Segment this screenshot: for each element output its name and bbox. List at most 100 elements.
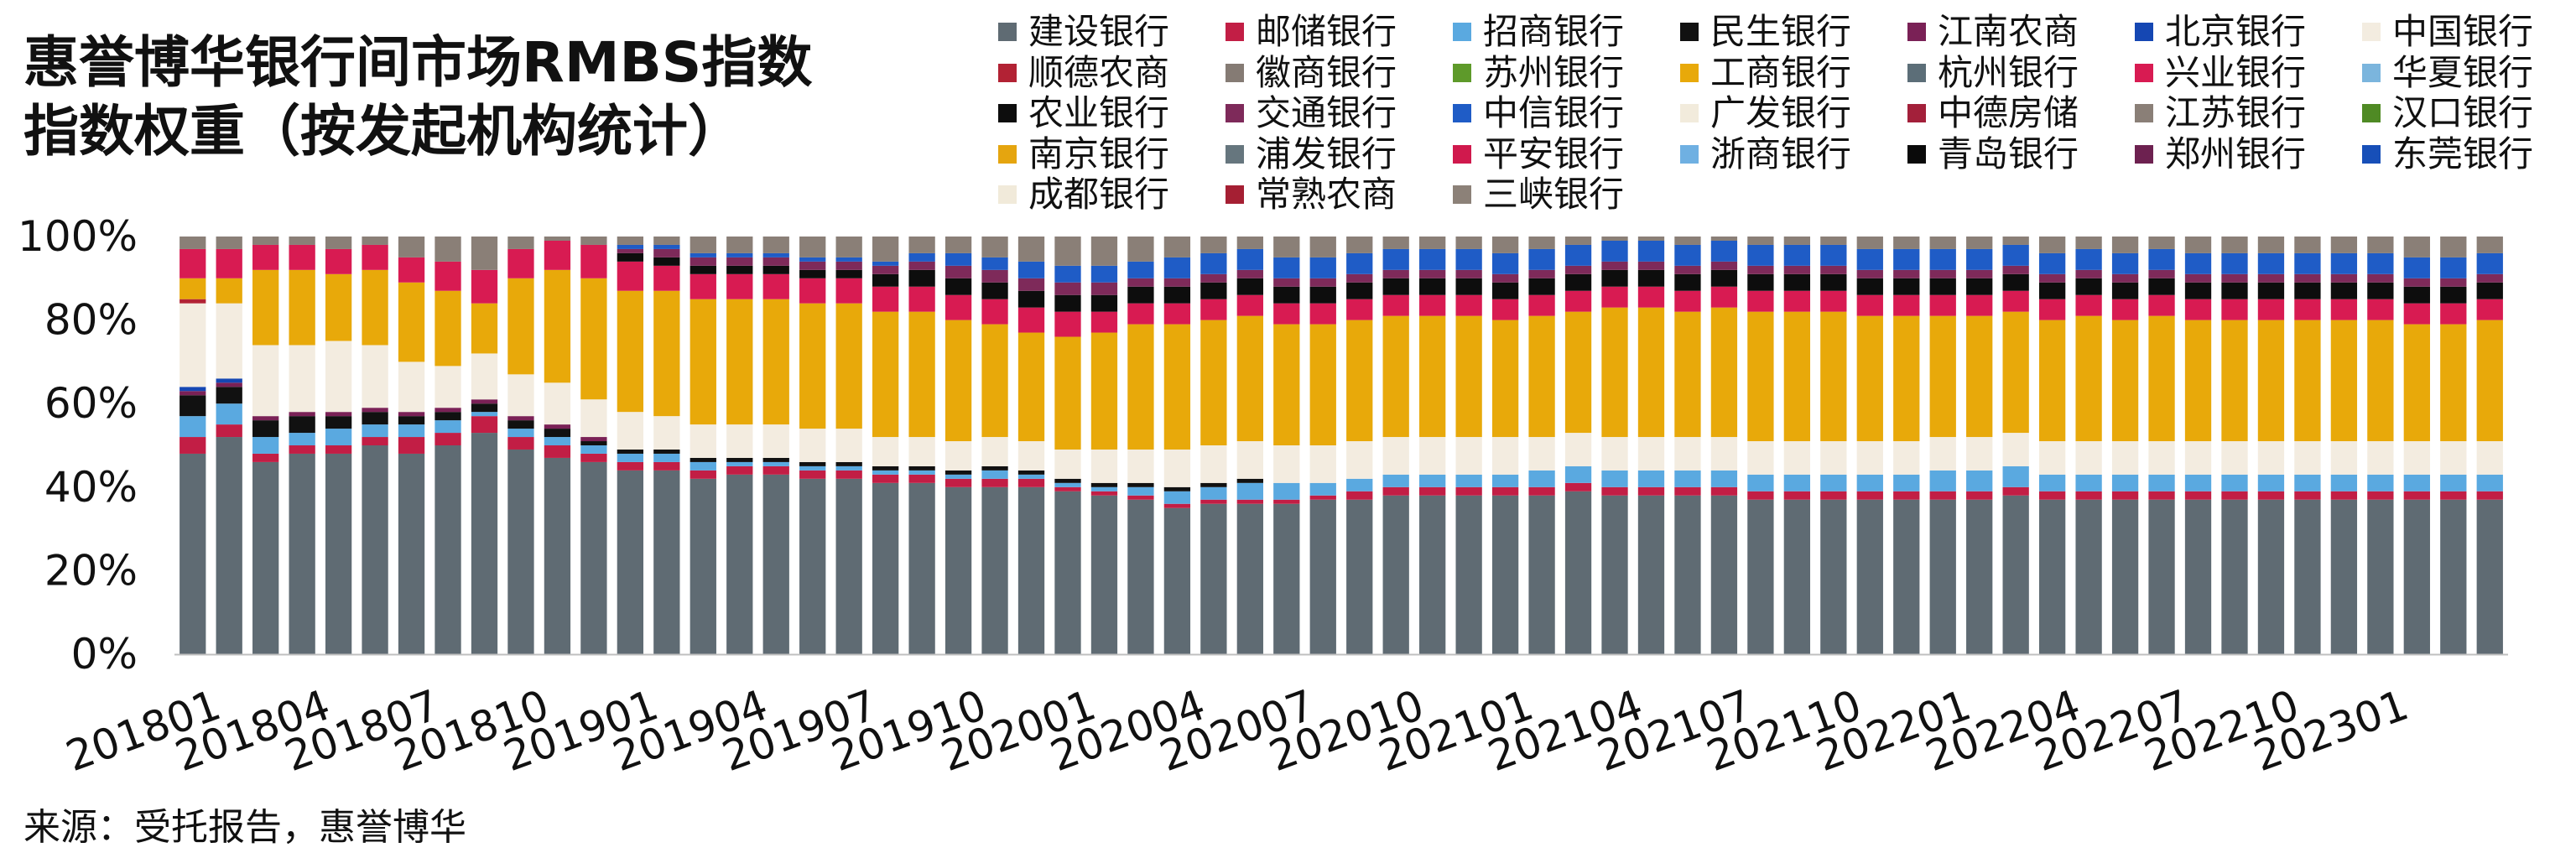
bar-segment — [1491, 495, 1519, 654]
legend-item: 江苏银行 — [2135, 93, 2306, 133]
bar-segment — [1346, 299, 1373, 320]
bar-segment — [981, 486, 1008, 654]
bar-segment — [1710, 286, 1738, 308]
bar-segment — [1783, 265, 1811, 274]
legend-item: 邮储银行 — [1226, 12, 1397, 52]
bar-segment — [1966, 470, 1993, 491]
bar-segment — [2257, 474, 2285, 491]
bar-segment-remainder — [1674, 237, 1701, 245]
bar-segment — [1054, 311, 1081, 337]
bar-segment — [1163, 449, 1191, 487]
bar-segment — [1127, 303, 1154, 325]
bar-segment — [1200, 252, 1227, 274]
bar-segment — [653, 416, 680, 450]
bar-segment — [1273, 499, 1300, 504]
bar-segment — [981, 478, 1008, 487]
bar-segment — [872, 273, 899, 287]
bar-segment — [1273, 257, 1300, 278]
bar-segment — [1929, 315, 1956, 438]
bar-segment — [180, 416, 206, 438]
bar-segment — [872, 465, 899, 471]
bar-segment — [2403, 491, 2430, 500]
legend-item: 兴业银行 — [2135, 51, 2307, 93]
bar-segment — [507, 374, 534, 417]
bar-segment — [325, 412, 352, 417]
bar-segment — [2330, 491, 2358, 500]
bar-segment — [1783, 244, 1811, 266]
bar-segment — [726, 461, 753, 466]
legend-swatch — [1226, 23, 1244, 41]
bar-segment — [617, 248, 644, 253]
bar-segment — [216, 248, 242, 278]
bar-segment — [2075, 269, 2102, 278]
bar-segment — [799, 478, 826, 654]
bar-segment — [2403, 286, 2430, 304]
bar-segment — [2257, 273, 2285, 283]
bar-segment — [435, 420, 461, 434]
bar-segment — [690, 461, 716, 471]
bar-segment — [1382, 248, 1409, 270]
bar-segment — [835, 269, 862, 278]
bar-segment — [2148, 491, 2175, 500]
bar-segment — [981, 465, 1008, 471]
bar-segment — [1491, 320, 1519, 438]
bar-segment — [1893, 269, 1920, 278]
bar-segment — [1637, 486, 1665, 496]
bar-segment — [2111, 320, 2139, 442]
bar-segment — [1419, 437, 1446, 475]
bar-segment — [1200, 499, 1227, 504]
bar-segment — [1127, 449, 1154, 483]
bar-segment — [580, 244, 607, 278]
bar-segment — [1163, 257, 1191, 278]
bar-segment — [1674, 265, 1701, 274]
bar-segment — [835, 470, 862, 479]
bar-segment — [544, 424, 571, 429]
bar-segment — [1127, 495, 1154, 500]
bar-segment-remainder — [1929, 237, 1956, 249]
bar-segment — [690, 273, 716, 299]
bar-segment-remainder — [1893, 237, 1920, 249]
bar-segment — [1419, 269, 1446, 278]
legend-item: 招商银行 — [1453, 12, 1624, 52]
bar-segment-remainder — [1637, 237, 1665, 241]
bar-segment — [1017, 474, 1045, 479]
bar-segment — [1637, 495, 1665, 654]
bar-segment — [653, 248, 680, 257]
bar-segment — [690, 257, 716, 266]
bar-segment — [471, 412, 498, 417]
bar-segment — [1601, 486, 1628, 496]
bar-segment — [2184, 282, 2212, 299]
bar-segment — [1236, 294, 1263, 316]
bar-segment — [2221, 273, 2248, 283]
bar-segment — [2476, 282, 2503, 299]
legend-label: 汉口银行 — [2392, 92, 2534, 133]
bar-segment — [1455, 437, 1482, 475]
bar-segment — [2330, 252, 2358, 274]
bar-segment — [1419, 248, 1446, 270]
bar-segment — [762, 299, 789, 425]
bar-segment — [1419, 495, 1446, 654]
bar-segment-remainder — [1747, 237, 1774, 245]
bar-segment — [2148, 278, 2175, 295]
bar-segment — [799, 269, 826, 278]
bar-segment-remainder — [2221, 237, 2248, 253]
bar-segment — [1273, 324, 1300, 445]
bar-segment — [362, 437, 388, 445]
bar-segment-remainder — [835, 237, 862, 257]
chart-title-line-1: 惠誉博华银行间市场RMBS指数 — [23, 30, 813, 95]
legend-label: 兴业银行 — [2165, 51, 2307, 93]
bar-segment — [1017, 278, 1045, 291]
bar-segment — [1054, 482, 1081, 487]
bar-segment — [325, 341, 352, 413]
bar-segment — [1382, 437, 1409, 475]
bar-segment — [872, 286, 899, 312]
bar-segment — [1893, 278, 1920, 295]
legend-label: 常熟农商 — [1256, 174, 1397, 215]
bar-segment — [1236, 478, 1263, 483]
bar-segment — [1856, 474, 1883, 491]
bar-segment — [945, 320, 972, 442]
bar-segment — [544, 437, 571, 445]
bar-segment — [2038, 320, 2066, 442]
bar-segment — [1674, 290, 1701, 312]
bar-segment — [2367, 441, 2394, 475]
